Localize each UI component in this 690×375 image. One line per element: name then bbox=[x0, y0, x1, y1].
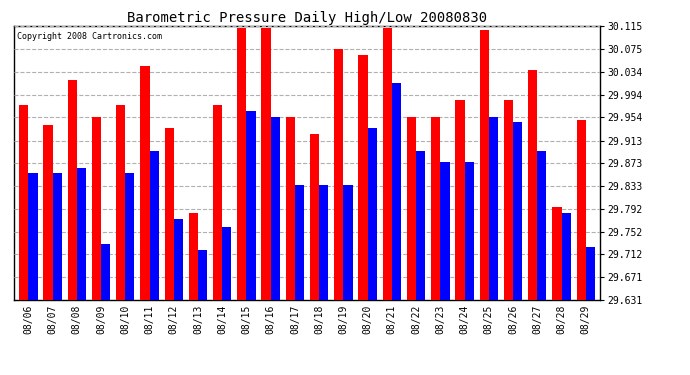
Bar bbox=[455, 100, 464, 300]
Bar bbox=[164, 128, 174, 300]
Bar bbox=[586, 247, 595, 300]
Bar bbox=[116, 105, 126, 300]
Bar bbox=[286, 117, 295, 300]
Bar bbox=[504, 100, 513, 300]
Bar bbox=[28, 173, 37, 300]
Bar bbox=[140, 66, 150, 300]
Bar bbox=[480, 30, 489, 300]
Bar bbox=[189, 213, 198, 300]
Bar bbox=[440, 162, 450, 300]
Text: Copyright 2008 Cartronics.com: Copyright 2008 Cartronics.com bbox=[17, 32, 161, 41]
Bar bbox=[19, 105, 28, 300]
Bar bbox=[295, 184, 304, 300]
Bar bbox=[344, 184, 353, 300]
Bar bbox=[407, 117, 416, 300]
Bar bbox=[237, 28, 246, 300]
Bar bbox=[552, 207, 562, 300]
Bar bbox=[431, 117, 440, 300]
Bar bbox=[310, 134, 319, 300]
Bar bbox=[334, 49, 344, 300]
Bar bbox=[174, 219, 183, 300]
Bar bbox=[101, 244, 110, 300]
Bar bbox=[392, 83, 401, 300]
Bar bbox=[577, 120, 586, 300]
Title: Barometric Pressure Daily High/Low 20080830: Barometric Pressure Daily High/Low 20080… bbox=[127, 11, 487, 25]
Bar bbox=[92, 117, 101, 300]
Bar bbox=[270, 117, 280, 300]
Bar bbox=[464, 162, 474, 300]
Bar bbox=[383, 28, 392, 300]
Bar bbox=[77, 168, 86, 300]
Bar bbox=[513, 122, 522, 300]
Bar bbox=[528, 70, 538, 300]
Bar bbox=[52, 173, 62, 300]
Bar bbox=[368, 128, 377, 300]
Bar bbox=[222, 227, 231, 300]
Bar bbox=[43, 125, 52, 300]
Bar bbox=[538, 151, 546, 300]
Bar bbox=[262, 28, 270, 300]
Bar bbox=[68, 80, 77, 300]
Bar bbox=[126, 173, 135, 300]
Bar bbox=[213, 105, 222, 300]
Bar bbox=[562, 213, 571, 300]
Bar bbox=[489, 117, 498, 300]
Bar bbox=[150, 151, 159, 300]
Bar bbox=[246, 111, 256, 300]
Bar bbox=[358, 54, 368, 300]
Bar bbox=[198, 250, 207, 300]
Bar bbox=[416, 151, 425, 300]
Bar bbox=[319, 184, 328, 300]
